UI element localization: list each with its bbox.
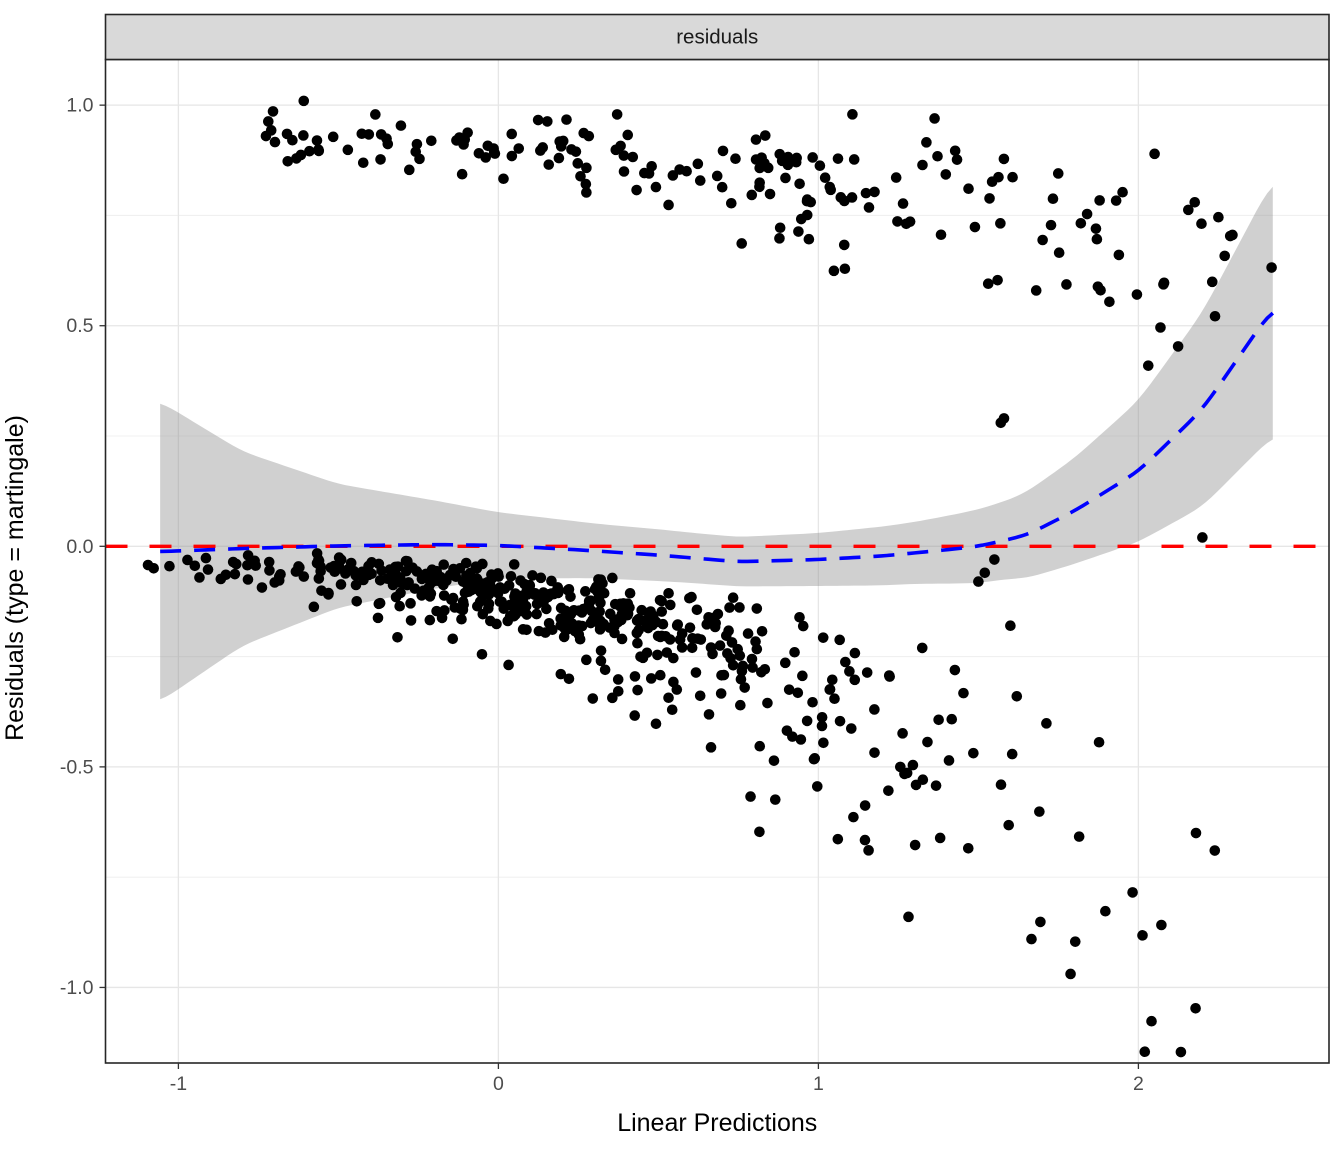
svg-text:Residuals (type = martingale): Residuals (type = martingale) (1, 415, 29, 741)
svg-text:-1: -1 (170, 1073, 187, 1095)
svg-text:1.0: 1.0 (66, 95, 93, 117)
svg-text:1: 1 (813, 1073, 824, 1095)
svg-text:2: 2 (1133, 1073, 1144, 1095)
svg-text:0.0: 0.0 (66, 536, 93, 558)
svg-text:Linear Predictions: Linear Predictions (617, 1109, 817, 1137)
svg-text:0.5: 0.5 (66, 315, 93, 337)
svg-text:-0.5: -0.5 (60, 756, 94, 778)
svg-text:-1.0: -1.0 (60, 977, 94, 999)
svg-text:0: 0 (493, 1073, 504, 1095)
svg-text:residuals: residuals (676, 26, 758, 49)
